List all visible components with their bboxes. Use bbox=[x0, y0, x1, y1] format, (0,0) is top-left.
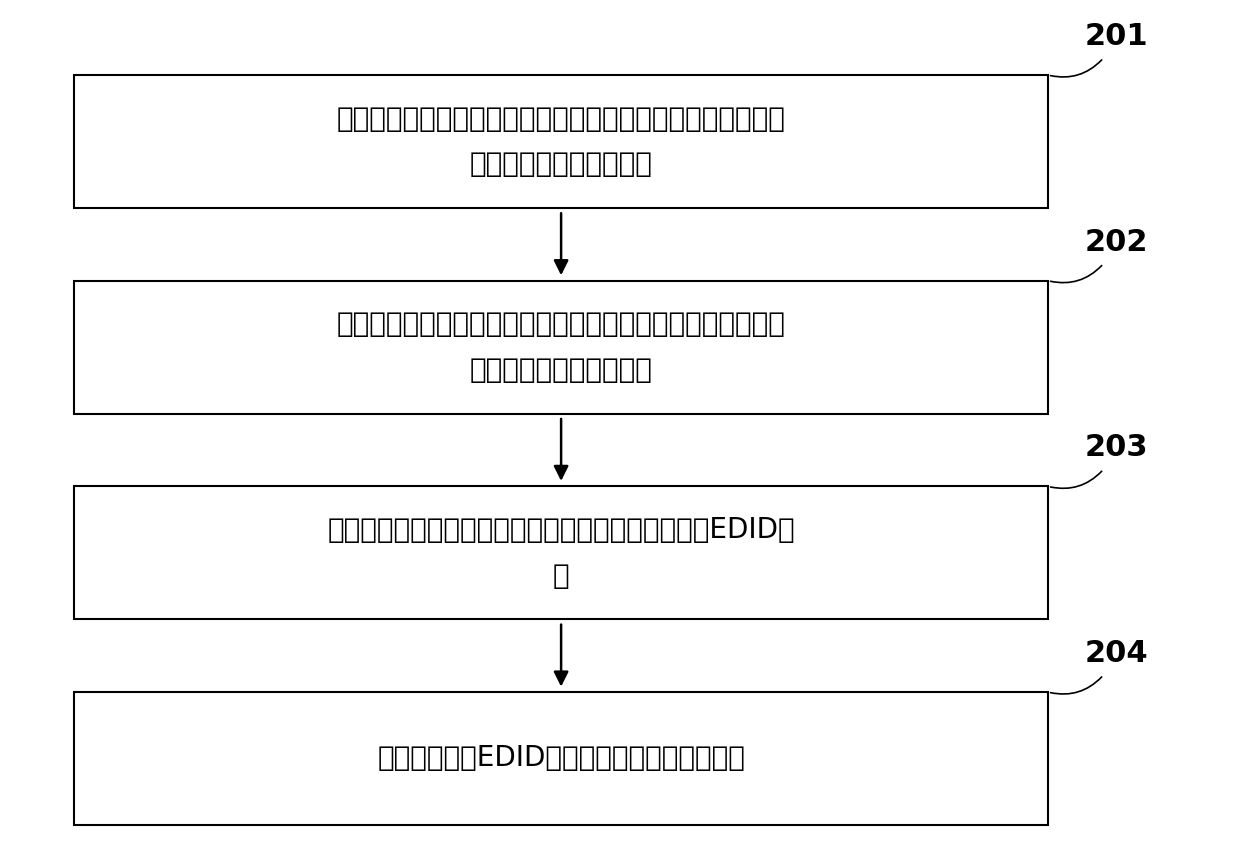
Text: 201: 201 bbox=[1084, 22, 1148, 51]
Bar bbox=[74, 75, 1048, 208]
Text: 依据读取出的EDID信息控制显示器的显示输出: 依据读取出的EDID信息控制显示器的显示输出 bbox=[377, 745, 745, 772]
Text: 获取电子设备的主机箱的型号，依据该主机箱的型号，确定所
述显示器的第一型号信息: 获取电子设备的主机箱的型号，依据该主机箱的型号，确定所 述显示器的第一型号信息 bbox=[337, 105, 785, 178]
Text: 202: 202 bbox=[1084, 228, 1148, 256]
Bar bbox=[74, 487, 1048, 620]
Bar bbox=[74, 692, 1048, 824]
Bar bbox=[74, 281, 1048, 414]
Text: 203: 203 bbox=[1084, 434, 1148, 462]
Text: 204: 204 bbox=[1084, 639, 1148, 668]
Text: 依据预置的型号信息与存储区域的对应关系，确定该第一型号
信息对应的第一存储区域: 依据预置的型号信息与存储区域的对应关系，确定该第一型号 信息对应的第一存储区域 bbox=[337, 310, 785, 384]
Text: 从该第一存储区域中读取与该第一型号信息相匹配的EDID信
息: 从该第一存储区域中读取与该第一型号信息相匹配的EDID信 息 bbox=[327, 516, 795, 590]
